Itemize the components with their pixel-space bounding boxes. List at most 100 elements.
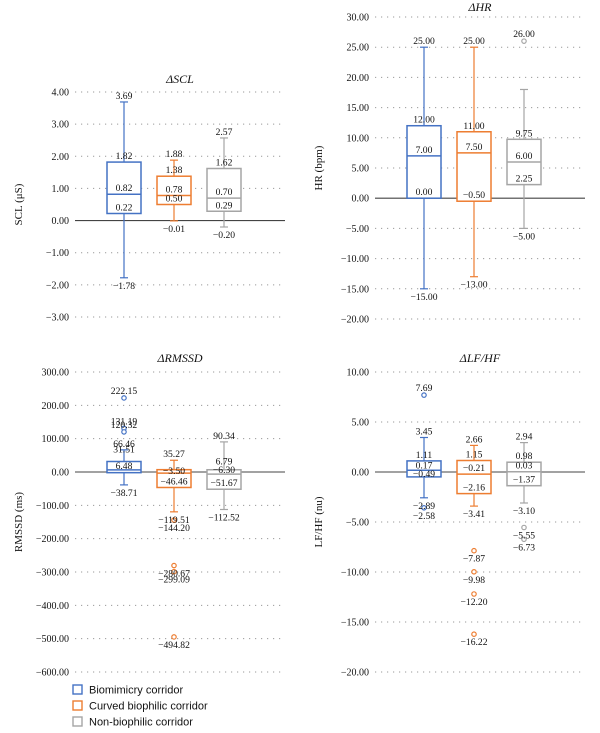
outlier-point	[521, 524, 527, 531]
data-label-outlier: 7.69	[416, 383, 433, 394]
legend: Biomimicry corridor Curved biophilic corr…	[72, 684, 208, 729]
legend-label: Curved biophilic corridor	[89, 701, 208, 713]
y-tick-label: −100.00	[36, 501, 69, 512]
data-label-q1: 0.29	[216, 200, 233, 211]
chart-title: ΔSCL	[165, 72, 194, 86]
y-tick-label: −10.00	[341, 254, 369, 265]
data-label-median: 7.00	[416, 145, 433, 156]
series-1: 3.45 1.110.17−0.49 −2.89 7.69 −2.58	[406, 383, 442, 522]
y-tick-label: 200.00	[42, 401, 70, 412]
data-label-outlier: −5.55	[513, 531, 535, 542]
data-label-max: 2.66	[466, 434, 483, 445]
data-label-median: 6.48	[116, 461, 133, 472]
data-label-outlier: −12.20	[461, 597, 488, 608]
data-label-q3: 1.11	[416, 450, 433, 461]
data-label-outlier: −2.58	[413, 511, 435, 522]
y-tick-label: 4.00	[52, 88, 70, 99]
data-label-min: −2.89	[413, 501, 435, 512]
series-3: 2.57 1.62 0.70 0.29 −0.20	[206, 127, 242, 241]
data-label-q3: 1.15	[466, 450, 483, 461]
outlier-point	[471, 631, 477, 638]
data-label-median: 6.00	[516, 151, 533, 162]
data-label-min: −112.52	[208, 513, 240, 524]
data-label-min: −0.01	[163, 224, 185, 235]
data-label-q3: 1.38	[166, 165, 183, 176]
data-label-median: 0.17	[416, 460, 433, 471]
data-label-min: −13.00	[461, 280, 488, 291]
data-label-median: 0.78	[166, 185, 183, 196]
box	[456, 131, 492, 202]
data-label-min: −3.41	[463, 509, 485, 520]
y-tick-label: −20.00	[341, 668, 369, 679]
y-tick-label: −20.00	[341, 315, 369, 326]
data-label-min: −1.78	[113, 281, 135, 292]
chart-panel-4: 10.00 5.00 0.00 −5.00 −10.00 −15.00 −20.00 ΔLF/…	[313, 351, 585, 679]
box	[156, 468, 192, 489]
data-label-max: 2.94	[516, 432, 533, 443]
data-label-min: −5.00	[513, 231, 535, 242]
data-label-q1: −1.37	[513, 475, 535, 486]
data-label-max: 1.88	[166, 149, 183, 160]
y-tick-label: −5.00	[346, 224, 369, 235]
legend-label: Biomimicry corridor	[89, 685, 183, 697]
y-axis-label: SCL (μS)	[13, 183, 25, 225]
y-tick-label: −15.00	[341, 284, 369, 295]
data-label-min: −15.00	[411, 292, 438, 303]
data-label-max: 25.00	[463, 36, 485, 47]
outlier-point	[471, 547, 477, 554]
data-label-q1: −51.67	[211, 478, 238, 489]
y-tick-label: 3.00	[52, 120, 70, 131]
data-label-q1: −0.49	[413, 469, 435, 480]
box	[456, 459, 492, 495]
data-label-q3: 12.00	[413, 115, 435, 126]
y-tick-label: 0.00	[352, 194, 370, 205]
data-label-min: −3.10	[513, 506, 535, 517]
data-label-outlier: 120.32	[111, 420, 138, 431]
data-label-median: 0.70	[216, 187, 233, 198]
data-label-min: −0.20	[213, 230, 235, 241]
series-2: 35.27 −3.50−46.46 −119.51−144.20 −280.67−29…	[156, 449, 192, 651]
y-tick-label: −5.00	[346, 518, 369, 529]
data-label-max: 35.27	[163, 449, 185, 460]
box	[206, 167, 242, 212]
box	[106, 161, 142, 215]
box	[506, 461, 542, 487]
data-label-q1: 0.50	[166, 194, 183, 205]
outlier-point	[521, 536, 527, 543]
chart-title: ΔLF/HF	[459, 351, 501, 365]
y-tick-label: 2.00	[52, 152, 70, 163]
data-label-q1: 0.22	[116, 203, 133, 214]
data-label-q3: 1.62	[216, 158, 233, 169]
y-tick-label: −1.00	[46, 248, 69, 259]
data-label-median: 0.03	[516, 461, 533, 472]
y-tick-label: 0.00	[352, 468, 370, 479]
y-tick-label: −3.00	[46, 313, 69, 324]
series-3: 9.75 6.00 2.25 −5.00 26.00	[506, 29, 542, 242]
data-label-median: −0.21	[463, 463, 485, 474]
outlier-point	[171, 517, 177, 523]
data-label-q1: 0.00	[416, 187, 433, 198]
box	[406, 124, 442, 199]
y-tick-label: 5.00	[352, 164, 370, 175]
data-label-min: −38.71	[111, 488, 138, 499]
legend-swatch	[72, 684, 83, 695]
y-axis-label: RMSSD (ms)	[13, 492, 25, 553]
y-tick-label: −2.00	[46, 280, 69, 291]
data-label-outlier: 26.00	[513, 29, 535, 40]
y-tick-label: 15.00	[347, 103, 370, 114]
data-label-outlier: −7.87	[463, 554, 485, 565]
y-tick-label: −200.00	[36, 534, 69, 545]
chart-title: ΔRMSSD	[156, 351, 202, 365]
data-label-outlier: 222.15	[111, 386, 138, 397]
y-axis-label: HR (bpm)	[313, 145, 325, 190]
y-axis-label: LF/HF (nu)	[313, 496, 325, 547]
series-1: 3.69 1.82 0.82 0.22 −1.78	[106, 91, 142, 292]
outlier-point	[421, 392, 427, 398]
y-tick-label: 0.00	[52, 468, 70, 479]
chart-panel-1: 4.00 3.00 2.00 1.00 0.00 −1.00 −2.00 −3.00 ΔSCL S…	[13, 72, 285, 324]
series-3: 90.34 6.79−6.30 −51.67 −112.52	[206, 431, 242, 524]
data-label-outlier: −144.20	[158, 523, 190, 534]
y-tick-label: −15.00	[341, 618, 369, 629]
data-label-q3: 31.51	[113, 444, 135, 455]
